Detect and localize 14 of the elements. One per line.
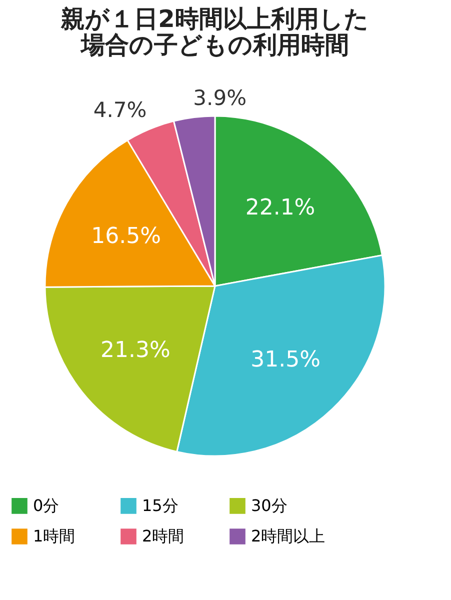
legend-label: 30分 <box>251 496 288 515</box>
legend-label: 2時間 <box>142 526 184 546</box>
data-label: 21.3% <box>100 338 170 363</box>
legend-label: 0分 <box>33 496 60 515</box>
data-label: 16.5% <box>91 224 162 250</box>
data-label: 4.7% <box>93 98 147 122</box>
legend-label: 2時間以上 <box>251 526 326 546</box>
data-label: 31.5% <box>250 348 320 373</box>
text: 場合の子どもの利用時間 <box>81 31 349 59</box>
data-label: 3.9% <box>193 86 247 110</box>
legend-label: 1時間 <box>33 526 76 546</box>
data-label: 22.1% <box>245 196 316 221</box>
text: 親が１日2時間以上利用した <box>61 5 369 33</box>
legend-label: 15分 <box>142 496 178 515</box>
